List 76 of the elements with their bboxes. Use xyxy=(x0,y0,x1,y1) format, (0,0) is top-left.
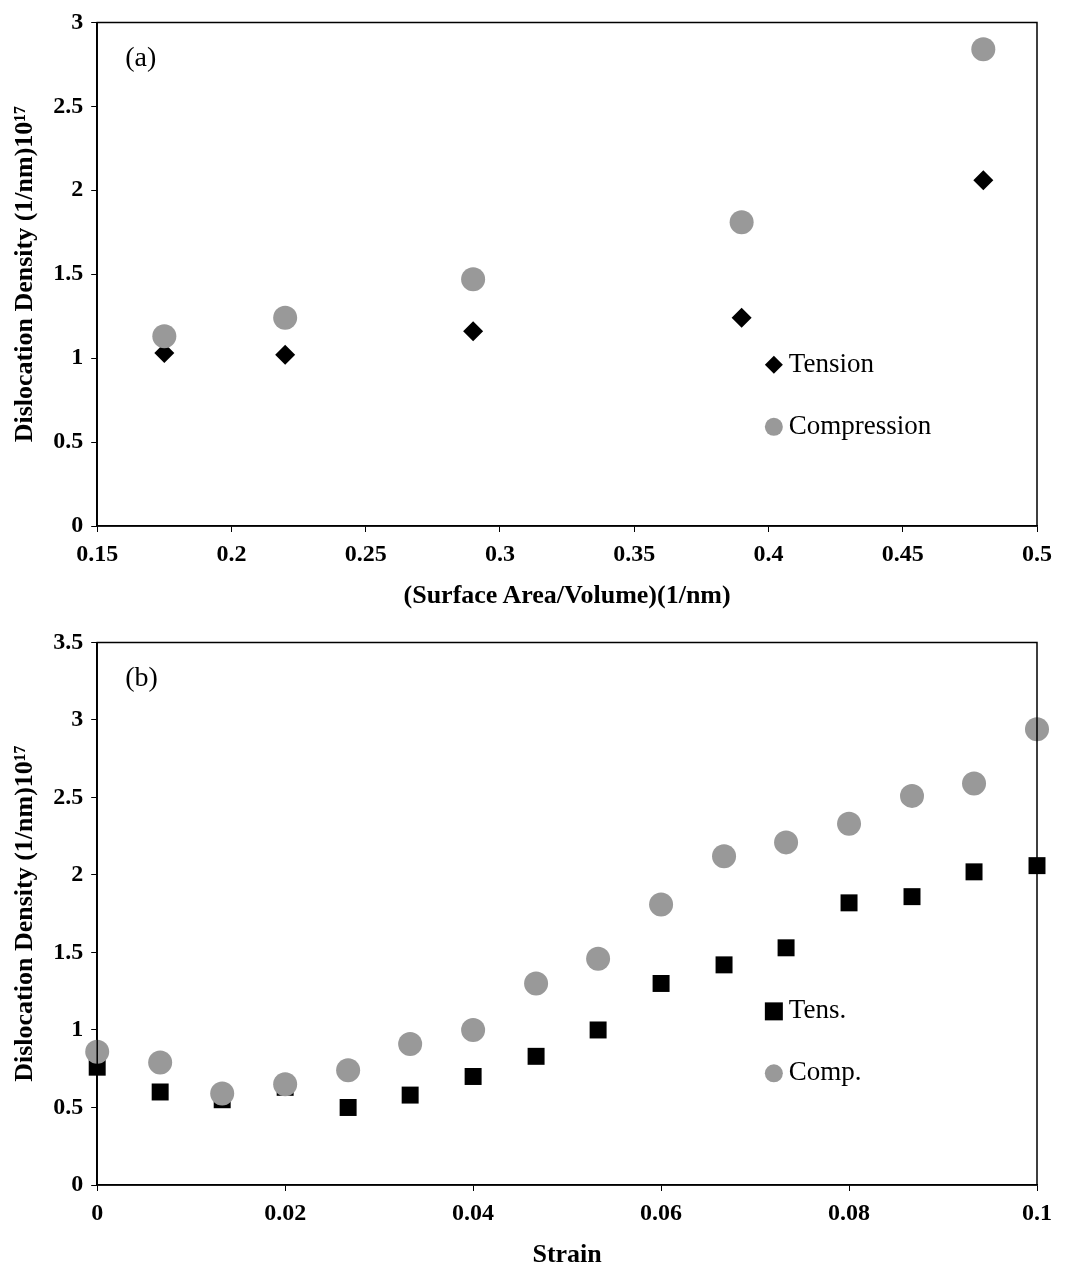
point xyxy=(461,267,486,292)
x-tick-label: 0.3 xyxy=(484,539,515,566)
point xyxy=(527,1047,545,1065)
y-tick-label: 3 xyxy=(71,7,84,34)
legend-label: Tens. xyxy=(788,994,847,1025)
x-tick-label: 0.06 xyxy=(640,1198,683,1225)
x-tick-label: 0.5 xyxy=(1022,539,1052,566)
legend-label: Compression xyxy=(788,409,932,440)
y-tick-label: 1 xyxy=(71,343,84,370)
y-axis-title: Dislocation Density (1/nm)10¹⁷ xyxy=(9,745,39,1082)
y-tick-label: 0 xyxy=(71,1170,84,1197)
point xyxy=(900,783,925,808)
point xyxy=(151,1083,169,1101)
y-tick-label: 3.5 xyxy=(53,627,84,654)
y-tick-label: 1.5 xyxy=(53,259,84,286)
y-tick-label: 2 xyxy=(71,860,84,887)
y-tick-label: 0.5 xyxy=(53,427,84,454)
point xyxy=(840,894,858,912)
point xyxy=(962,771,987,796)
x-tick-label: 0.08 xyxy=(828,1198,871,1225)
point xyxy=(1025,717,1049,742)
y-tick-label: 2 xyxy=(71,175,84,202)
y-tick-label: 0 xyxy=(71,511,84,538)
point xyxy=(464,1067,482,1085)
point xyxy=(586,946,611,971)
annotation: (b) xyxy=(125,660,158,692)
point xyxy=(649,892,674,917)
point xyxy=(398,1031,423,1056)
y-tick-label: 2.5 xyxy=(53,91,84,118)
point xyxy=(275,344,296,365)
x-tick-label: 0.45 xyxy=(881,539,924,566)
legend-label: Tension xyxy=(788,347,875,378)
point xyxy=(401,1086,419,1104)
point xyxy=(652,974,670,992)
point xyxy=(712,844,737,869)
x-tick-label: 0.15 xyxy=(76,539,119,566)
x-tick-label: 0.1 xyxy=(1022,1198,1052,1225)
y-tick-label: 0.5 xyxy=(53,1092,84,1119)
point xyxy=(715,956,733,974)
annotation: (a) xyxy=(125,40,157,72)
point xyxy=(461,1017,486,1042)
point xyxy=(336,1058,361,1083)
legend-label: Comp. xyxy=(788,1056,862,1087)
point xyxy=(777,939,795,957)
x-tick-label: 0 xyxy=(91,1198,104,1225)
x-axis-title: (Surface Area/Volume)(1/nm) xyxy=(403,580,731,610)
point xyxy=(774,830,799,855)
point xyxy=(210,1081,235,1106)
y-tick-label: 3 xyxy=(71,705,84,732)
point xyxy=(589,1021,607,1039)
point xyxy=(85,1039,110,1064)
x-tick-label: 0.04 xyxy=(452,1198,495,1225)
x-tick-label: 0.4 xyxy=(753,539,784,566)
point xyxy=(965,863,983,881)
x-axis-title: Strain xyxy=(532,1239,603,1269)
point xyxy=(729,210,754,235)
point xyxy=(731,307,752,328)
point xyxy=(463,321,484,342)
point xyxy=(152,324,177,349)
point xyxy=(973,170,994,191)
x-tick-label: 0.2 xyxy=(216,539,247,566)
point xyxy=(273,305,298,330)
y-axis-title: Dislocation Density (1/nm)10¹⁷ xyxy=(9,105,39,443)
point xyxy=(273,1072,298,1097)
y-tick-label: 1.5 xyxy=(53,937,84,964)
point xyxy=(148,1050,173,1075)
y-tick-label: 1 xyxy=(71,1015,84,1042)
y-tick-label: 2.5 xyxy=(53,782,84,809)
point xyxy=(837,811,862,836)
x-tick-label: 0.25 xyxy=(344,539,387,566)
point xyxy=(903,888,921,906)
point xyxy=(524,971,549,996)
point xyxy=(339,1099,357,1116)
x-tick-label: 0.02 xyxy=(264,1198,307,1225)
x-tick-label: 0.35 xyxy=(613,539,656,566)
point xyxy=(971,37,996,62)
